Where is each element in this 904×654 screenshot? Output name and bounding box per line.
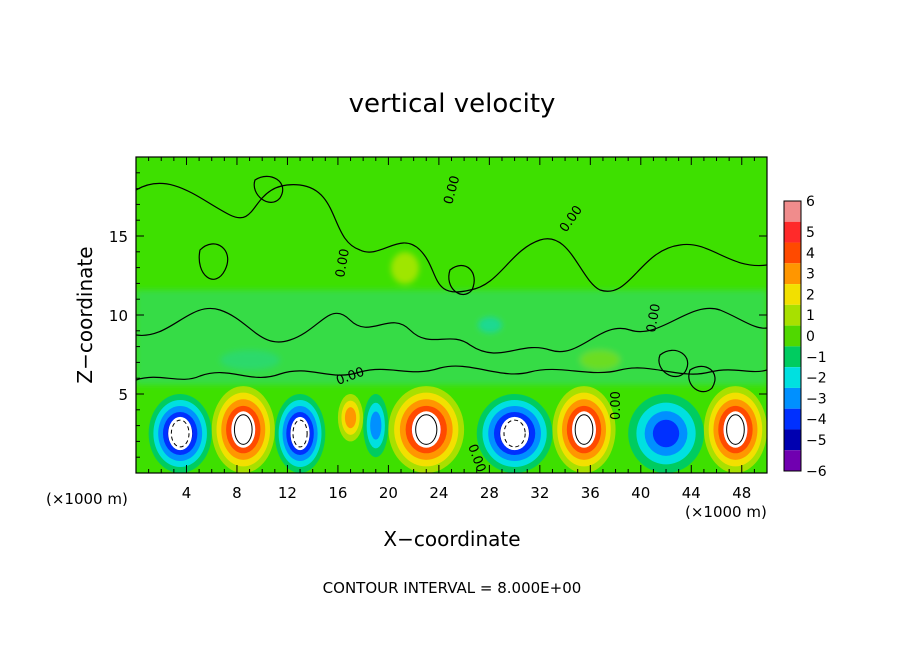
colorbar-swatch xyxy=(784,450,801,471)
velocity-cell xyxy=(148,394,212,473)
velocity-cell xyxy=(552,386,616,473)
y-axis-label: Z−coordinate xyxy=(73,246,97,383)
contour-label-2: 0.00 xyxy=(333,248,353,279)
colorbar-label: −5 xyxy=(806,433,827,449)
x-tick-label: 4 xyxy=(182,484,192,502)
velocity-cell xyxy=(363,394,389,458)
colorbar-swatch xyxy=(784,201,801,222)
colorbar-label: 0 xyxy=(806,329,815,345)
contour-mid xyxy=(136,307,767,354)
x-axis-label: X−coordinate xyxy=(383,527,520,551)
colorbar-swatch xyxy=(784,221,801,243)
field-layer: 0.00 0.00 0.00 0.00 0.00 0.00 0.00 xyxy=(136,157,767,473)
cell-core xyxy=(723,411,748,448)
cell-level xyxy=(370,411,382,440)
contour-label-4: 0.00 xyxy=(644,303,664,334)
y-tick-label: 10 xyxy=(109,307,128,325)
cell-contour xyxy=(726,414,745,445)
teal-patch xyxy=(478,317,502,333)
y-tick-label: 5 xyxy=(118,386,128,404)
velocity-cell xyxy=(211,386,275,473)
x-tick-label: 28 xyxy=(480,484,499,502)
colorbar-swatch xyxy=(784,263,801,285)
colorbar-label: 6 xyxy=(806,194,815,210)
colorbar-label: 1 xyxy=(806,308,815,324)
x-tick-label: 44 xyxy=(682,484,701,502)
colorbar-label: 4 xyxy=(806,246,815,262)
cell-core xyxy=(168,416,193,451)
contour-label-5: 0.00 xyxy=(609,391,624,420)
velocity-cells xyxy=(148,386,767,473)
colorbar-swatch xyxy=(784,408,801,430)
yellow-patch-2 xyxy=(580,350,620,370)
y-axis: 5 10 15 xyxy=(109,172,767,458)
cell-contour xyxy=(415,414,438,445)
colorbar-swatch xyxy=(784,367,801,388)
velocity-cell xyxy=(476,394,553,473)
colorbar-frame xyxy=(783,200,802,472)
colorbar: 6 5 4 3 2 1 0 −1 −2 −3 −4 −5 −6 xyxy=(783,194,827,480)
x-unit-right: (×1000 m) xyxy=(685,503,767,521)
x-tick-label: 36 xyxy=(581,484,600,502)
cell-level xyxy=(652,419,680,448)
chart-title: vertical velocity xyxy=(349,89,556,119)
cell-core xyxy=(231,411,256,448)
cell-contour xyxy=(170,419,190,448)
colorbar-swatch xyxy=(784,429,801,451)
colorbar-label: 5 xyxy=(806,225,815,241)
colorbar-swatch xyxy=(784,284,801,305)
velocity-cell xyxy=(628,394,704,473)
colorbar-swatch xyxy=(784,304,801,326)
colorbar-label: −6 xyxy=(806,464,827,480)
footer-text: CONTOUR INTERVAL = 8.000E+00 xyxy=(323,579,582,597)
velocity-cell xyxy=(388,386,465,473)
x-tick-label: 40 xyxy=(631,484,650,502)
x-axis: 4 8 12 16 20 24 28 32 36 40 44 48 xyxy=(148,157,755,502)
contour-blob-4 xyxy=(658,349,689,378)
cell-contour xyxy=(292,419,308,448)
colorbar-label: 3 xyxy=(806,267,815,283)
x-tick-label: 20 xyxy=(379,484,398,502)
contour-blob-3 xyxy=(448,264,475,296)
cell-level xyxy=(344,407,357,429)
x-tick-label: 12 xyxy=(278,484,297,502)
contour-blob-5 xyxy=(688,365,716,393)
colorbar-label: −1 xyxy=(806,350,827,366)
y-tick-label: 15 xyxy=(109,228,128,246)
cell-core xyxy=(500,416,529,451)
contour-upper xyxy=(136,182,767,293)
velocity-cell xyxy=(274,394,326,473)
cyan-band xyxy=(136,290,767,385)
colorbar-label: −2 xyxy=(806,371,827,387)
cell-core xyxy=(572,411,596,448)
velocity-cell xyxy=(337,394,364,442)
x-tick-label: 48 xyxy=(732,484,751,502)
contour-label-1: 0.00 xyxy=(441,174,463,206)
yellow-patch xyxy=(391,252,419,284)
contour-blob-2 xyxy=(253,175,284,203)
colorbar-swatch xyxy=(784,387,801,409)
colorbar-label: −4 xyxy=(806,412,827,428)
x-tick-label: 16 xyxy=(328,484,347,502)
colorbar-swatch xyxy=(784,325,801,347)
contour-blob-1 xyxy=(198,243,229,280)
cell-contour xyxy=(233,414,253,445)
cell-contour xyxy=(503,419,526,448)
cell-core xyxy=(411,411,441,448)
teal-patch-2 xyxy=(220,350,280,370)
x-unit-left: (×1000 m) xyxy=(46,490,128,508)
contour-lines xyxy=(136,175,767,393)
x-tick-label: 32 xyxy=(530,484,549,502)
contour-lower xyxy=(136,365,767,381)
cell-core xyxy=(290,416,310,451)
colorbar-swatch xyxy=(784,346,801,368)
cell-contour xyxy=(574,414,594,445)
x-tick-label: 24 xyxy=(429,484,448,502)
x-tick-label: 8 xyxy=(232,484,242,502)
colorbar-label: −3 xyxy=(806,391,827,407)
colorbar-label: 2 xyxy=(806,287,815,303)
velocity-cell xyxy=(703,386,767,473)
colorbar-swatch xyxy=(784,242,801,264)
